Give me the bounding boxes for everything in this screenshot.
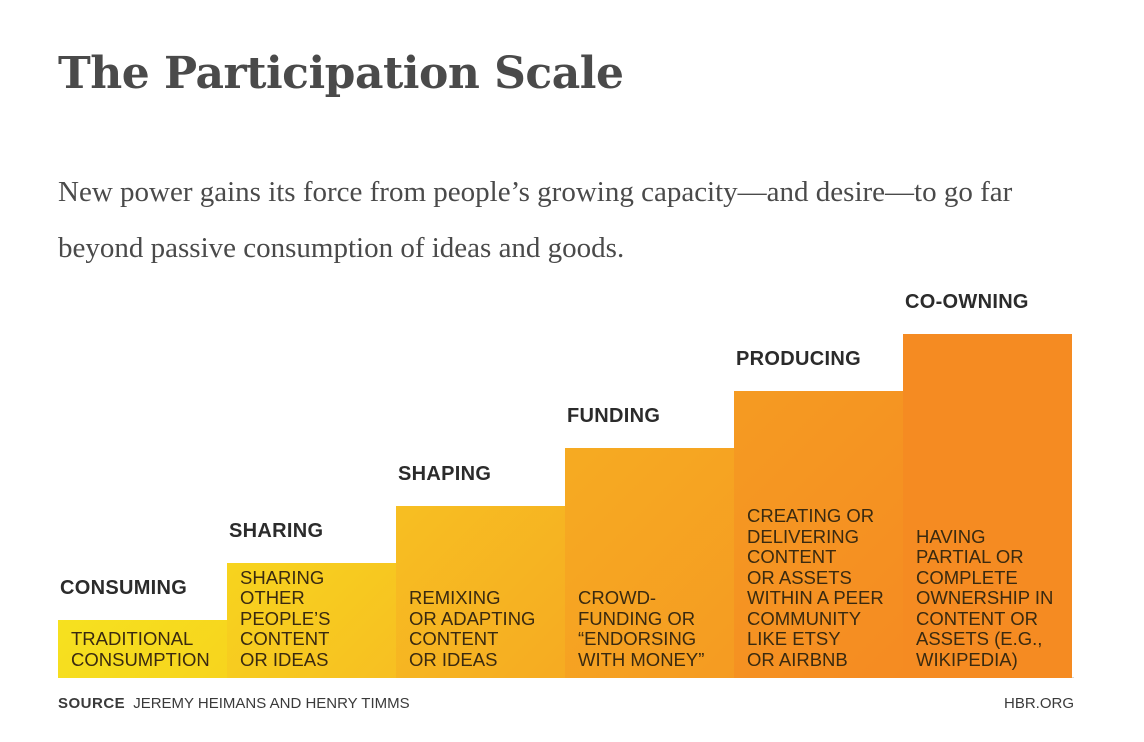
bar-co-owning: HAVING PARTIAL OR COMPLETE OWNERSHIP IN … — [903, 334, 1072, 678]
chart-subtitle: New power gains its force from people’s … — [58, 176, 1013, 264]
bar-sharing: SHARING OTHER PEOPLE’S CONTENT OR IDEAS — [227, 562, 396, 678]
bar-producing: CREATING OR DELIVERING CONTENT OR ASSETS… — [734, 391, 903, 678]
bar-shaping: REMIXING OR ADAPTING CONTENT OR IDEAS — [396, 505, 565, 678]
bar-consuming: TRADITIONAL CONSUMPTION — [58, 620, 227, 678]
bar-funding: CROWD- FUNDING OR “ENDORSING WITH MONEY” — [565, 448, 734, 678]
stage-label-consuming: CONSUMING — [60, 577, 188, 599]
stage-label-producing: PRODUCING — [736, 348, 861, 371]
source-line: SOURCE JEREMY HEIMANS AND HENRY TIMMS — [58, 695, 410, 712]
bar-description: CROWD- FUNDING OR “ENDORSING WITH MONEY” — [578, 587, 705, 670]
bar-description: TRADITIONAL CONSUMPTION — [71, 628, 210, 670]
chart-title: The Participation Scale — [58, 48, 624, 99]
stage-label-shaping: SHAPING — [398, 462, 492, 485]
stage-label-sharing: SHARING — [229, 519, 324, 542]
source-label: SOURCE — [58, 695, 126, 712]
bar-description: REMIXING OR ADAPTING CONTENT OR IDEAS — [409, 587, 536, 670]
bar-description: SHARING OTHER PEOPLE’S CONTENT OR IDEAS — [240, 566, 331, 670]
stage-label-co-owning: CO-OWNING — [905, 291, 1029, 313]
source-text: JEREMY HEIMANS AND HENRY TIMMS — [133, 695, 410, 712]
participation-chart: TRADITIONAL CONSUMPTION CONSUMING SHARING … — [58, 270, 1074, 678]
stage-label-funding: FUNDING — [567, 405, 661, 428]
bar-description: CREATING OR DELIVERING CONTENT OR ASSETS… — [747, 505, 884, 670]
site-credit: HBR.ORG — [1003, 695, 1074, 712]
bar-description: HAVING PARTIAL OR COMPLETE OWNERSHIP IN … — [916, 525, 1054, 670]
